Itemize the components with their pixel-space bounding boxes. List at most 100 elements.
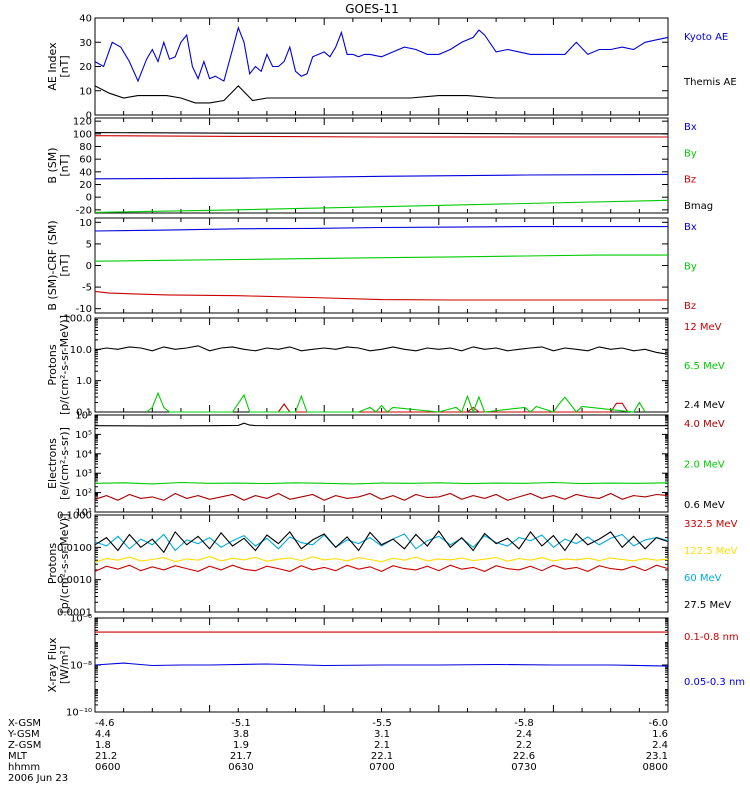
y-axis-label: [W/m²] — [58, 646, 71, 684]
orbit-value: -4.6 — [95, 718, 115, 729]
y-tick-label: 120 — [73, 117, 92, 128]
orbit-row-label: X-GSM — [8, 718, 41, 729]
series-line-332-5-mev — [94, 564, 669, 573]
panel-electrons: 10¹ 10² 10³ 10⁴ 10⁵ 10⁶ Electrons [e/(cm²-s-sr)… — [46, 411, 725, 519]
series-line-2-4-mev — [94, 345, 669, 355]
legend-label: Bz — [684, 175, 696, 186]
y-tick-label: 60 — [79, 155, 92, 166]
orbit-value: 3.8 — [233, 729, 249, 740]
y-tick-label: -20 — [76, 205, 92, 216]
orbit-value: 1.8 — [95, 740, 111, 751]
y-tick-label: 20 — [79, 62, 92, 73]
series-line-27-5-mev — [94, 530, 669, 554]
panel-frame — [94, 317, 669, 413]
y-tick-label: 10¹ — [75, 508, 92, 519]
panel-frame — [94, 414, 669, 513]
panel-protons_high: 0.0001 0.0010 0.0100 0.1000 Protons [p/(cm²-s… — [46, 511, 738, 619]
orbit-row-label: Y-GSM — [7, 729, 40, 740]
orbit-value: 2.4 — [652, 740, 668, 751]
series-line-2-0-mev — [94, 481, 669, 485]
y-tick-label: -5 — [82, 283, 92, 294]
y-tick-label: 40 — [79, 14, 92, 25]
y-tick-label: 40 — [79, 167, 92, 178]
y-axis-label: [nT] — [58, 154, 71, 176]
panel-protons_low: 0.1 1.0 10.0 100.0 Protons [p/(cm²-s-sr-MeV)]… — [46, 314, 725, 419]
series-line-bmag — [94, 132, 668, 135]
y-tick-label: 0 — [86, 193, 92, 204]
orbit-value: 4.4 — [95, 729, 111, 740]
y-tick-label: -10 — [76, 304, 92, 315]
legend-label: 0.05-0.3 nm — [684, 677, 745, 688]
series-line-bx — [94, 173, 669, 180]
panel-frame — [94, 117, 669, 214]
series-line-6-5-mev — [146, 391, 646, 414]
orbit-value: 0600 — [95, 762, 120, 773]
y-tick-label: 80 — [79, 142, 92, 153]
y-axis-label: [nT] — [58, 254, 71, 276]
legend-label: 332.5 MeV — [684, 519, 738, 530]
orbit-value: -5.5 — [372, 718, 392, 729]
orbit-value: 2.1 — [374, 740, 390, 751]
y-tick-label: 10⁻⁸ — [70, 661, 92, 672]
y-tick-label: 0 — [86, 261, 92, 272]
series-line-bz — [94, 290, 668, 301]
legend-label: Bmag — [684, 201, 713, 212]
y-tick-label: 10 — [79, 86, 92, 97]
series-line-kyoto-ae — [94, 25, 669, 83]
legend-label: 122.5 MeV — [684, 546, 738, 557]
y-tick-label: 20 — [79, 180, 92, 191]
orbit-value: 22.1 — [371, 751, 393, 762]
panel-ae: 0 10 20 30 40 AE Index [nT] Kyoto AE Themis AE — [46, 14, 737, 122]
y-tick-label: 0.1 — [76, 408, 92, 419]
y-tick-label: 100.0 — [63, 314, 92, 325]
panel-bdiff: -10 -5 0 5 10 B (SM)-CRF (SM) [nT] Bx By Bz — [46, 217, 697, 315]
y-tick-label: 1.0 — [76, 376, 92, 387]
orbit-value: 22.6 — [513, 751, 535, 762]
series-line-60-mev — [94, 533, 669, 552]
y-tick-label: 5 — [86, 239, 92, 250]
legend-label: 12 MeV — [684, 322, 722, 333]
orbit-row-label: MLT — [8, 751, 28, 762]
series-line-0-05-0-3-nm — [94, 662, 669, 667]
series-line-by — [94, 199, 669, 213]
orbit-value: 2.2 — [516, 740, 532, 751]
panel-frame — [94, 217, 669, 314]
panel-xray: 10⁻¹⁰ 10⁻⁸ 10⁻⁶ X-ray Flux [W/m²] 0.1-0.8 nm 0… — [46, 614, 745, 719]
y-tick-label: 10⁶ — [75, 411, 92, 422]
series-line-bx — [94, 226, 668, 232]
y-tick-label: 0.0001 — [57, 608, 92, 619]
legend-label: 0.6 MeV — [684, 500, 725, 511]
orbit-value: 3.1 — [374, 729, 390, 740]
legend-label: 2.0 MeV — [684, 460, 725, 471]
legend-label: 27.5 MeV — [684, 600, 731, 611]
orbit-value: 1.6 — [652, 729, 668, 740]
orbit-value: 23.1 — [646, 751, 668, 762]
panel-frame — [94, 17, 669, 116]
legend-label: 6.5 MeV — [684, 361, 725, 372]
y-axis-label: Protons — [46, 543, 59, 584]
legend-label: By — [684, 148, 697, 159]
series-line-12-mev — [277, 402, 629, 413]
y-tick-label: 10⁴ — [75, 449, 92, 460]
y-tick-label: 100 — [73, 129, 92, 140]
y-axis-label: AE Index — [46, 42, 59, 91]
legend-label: Themis AE — [683, 77, 737, 88]
legend-label: 0.1-0.8 nm — [684, 632, 739, 643]
y-tick-label: 10³ — [75, 469, 92, 480]
y-axis-label: [nT] — [58, 55, 71, 77]
series-line-themis-ae — [94, 85, 668, 104]
y-tick-label: 0.0100 — [57, 543, 92, 554]
legend-label: 4.0 MeV — [684, 419, 725, 430]
y-tick-label: 10⁵ — [75, 430, 92, 441]
series-line-4-0-mev — [94, 492, 669, 501]
y-tick-label: 0.1000 — [57, 511, 92, 522]
y-axis-label: B (SM)-CRF (SM) — [46, 220, 59, 310]
orbit-row-label: 2006 Jun 23 — [8, 773, 68, 784]
legend-label: Bx — [684, 222, 697, 233]
orbit-value: 21.7 — [230, 751, 252, 762]
panel-frame — [94, 514, 669, 613]
legend-label: 60 MeV — [684, 573, 722, 584]
y-axis-label: [p/(cm²-s-sr-MeV)] — [58, 315, 71, 415]
y-axis-label: Electrons — [46, 438, 59, 489]
